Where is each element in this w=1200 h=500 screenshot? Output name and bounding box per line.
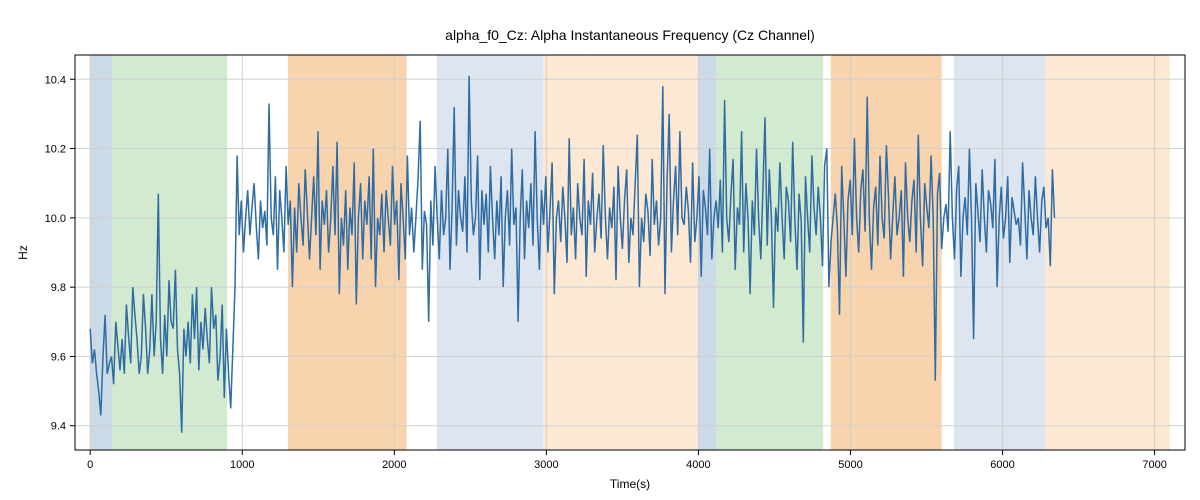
x-tick-label: 6000 (990, 459, 1014, 471)
chart-container: 0 1000 2000 3000 4000 5000 6000 7000 9.4 9.6 9.8 10… (0, 0, 1200, 500)
y-tick-label: 10.4 (45, 74, 66, 86)
chart-title: alpha_f0_Cz: Alpha Instantaneous Frequen… (445, 27, 815, 43)
y-tick-label: 10.0 (45, 213, 66, 225)
x-tick-label: 1000 (230, 459, 254, 471)
y-tick-label: 9.8 (51, 282, 66, 294)
y-tick-label: 9.6 (51, 351, 66, 363)
x-tick-label: 4000 (686, 459, 710, 471)
x-tick-label: 3000 (534, 459, 558, 471)
y-tick-label: 10.2 (45, 144, 66, 156)
x-tick-label: 2000 (382, 459, 406, 471)
y-tick-label: 9.4 (51, 421, 66, 433)
y-axis-label: Hz (16, 245, 30, 260)
chart-svg: 0 1000 2000 3000 4000 5000 6000 7000 9.4 9.6 9.8 10… (0, 0, 1200, 500)
x-tick-label: 5000 (838, 459, 862, 471)
x-axis-label: Time(s) (610, 477, 650, 491)
x-tick-label: 7000 (1142, 459, 1166, 471)
x-tick-label: 0 (87, 459, 93, 471)
